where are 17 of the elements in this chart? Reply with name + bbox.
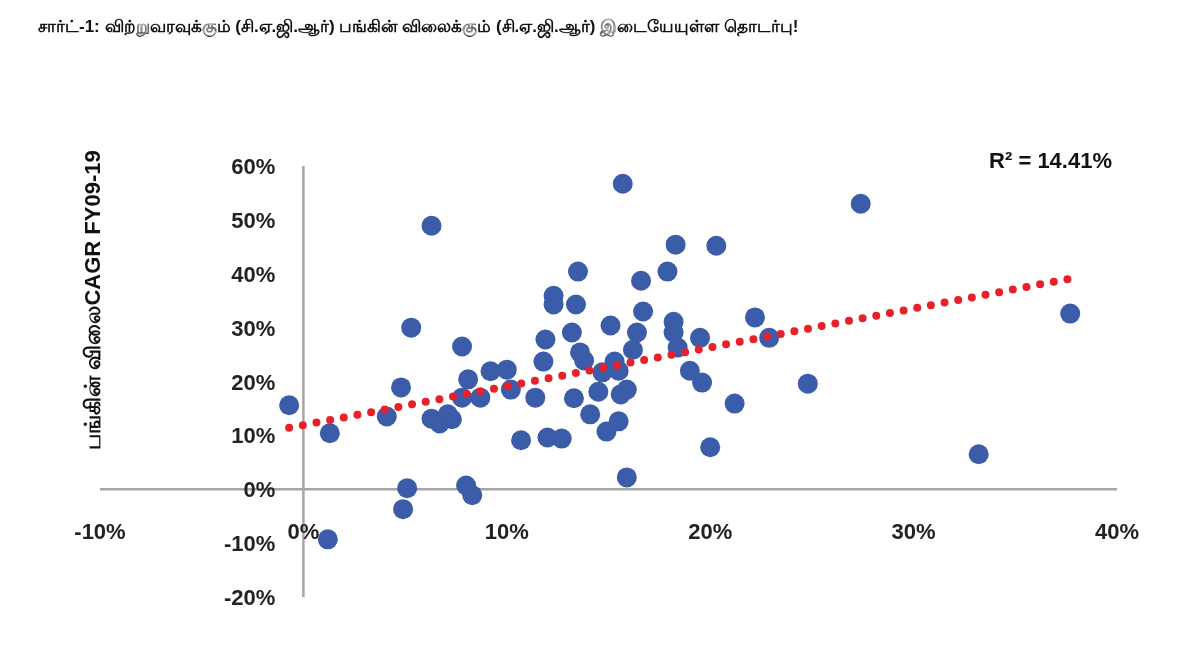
chart-title: சார்ட்-1: விற்றுவரவுக்கும் (சி.ஏ.ஜி.ஆர்) பங்கின் விலைக்கும் (சி.ஏ.ஜி.ஆர்) இடையேயுள்ள தொடர்பு! [38, 17, 799, 39]
y-tick-label: 60% [231, 154, 276, 179]
y-tick-label: 40% [231, 261, 276, 287]
x-tick-label: -10% [74, 519, 126, 545]
y-tick-label: 50% [231, 207, 276, 233]
y-axis-title: பங்கின் விலைCAGR FY09-19 [80, 150, 105, 450]
y-tick-label: 30% [231, 315, 276, 341]
x-tick-label: 30% [891, 519, 936, 545]
x-tick-label: 0% [287, 519, 320, 545]
x-tick-label: 40% [1094, 519, 1140, 545]
y-tick-label: 20% [231, 369, 276, 395]
y-tick-label: 0% [243, 477, 276, 503]
x-tick-label: 10% [484, 519, 529, 545]
annotation: R² = 14.41% [989, 148, 1112, 173]
x-tick-label: 20% [688, 519, 733, 545]
y-tick-label: 10% [231, 423, 276, 449]
y-tick-label: -20% [224, 585, 276, 610]
